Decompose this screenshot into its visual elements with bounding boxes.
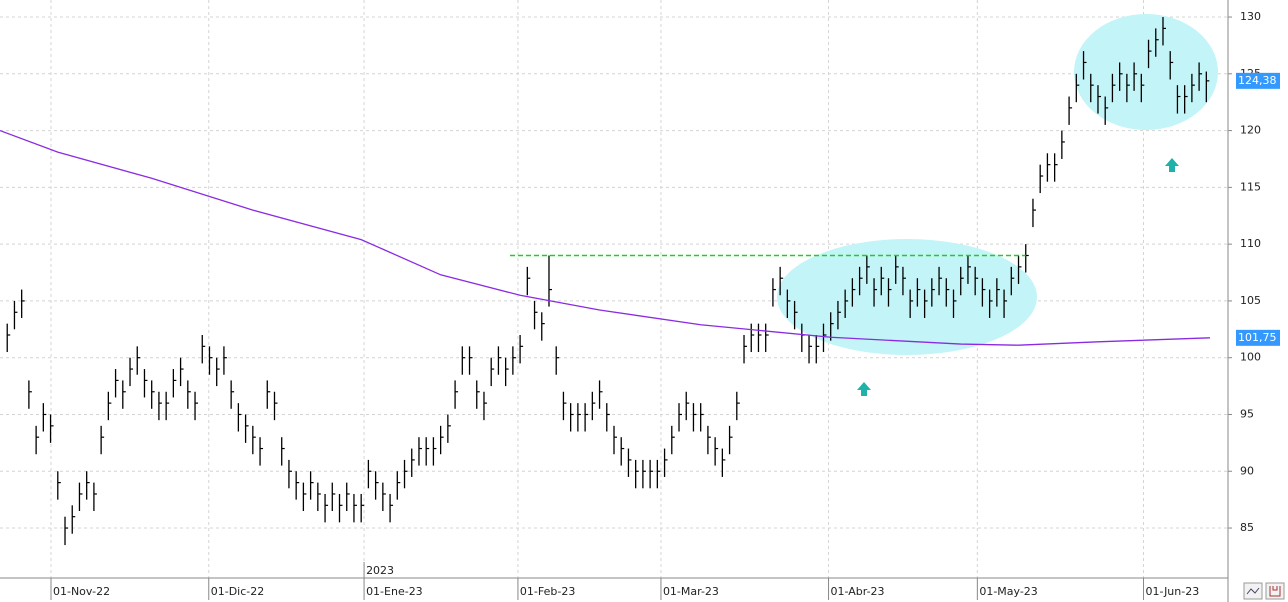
x-tick-label: 01-Mar-23 [663,585,719,598]
x-tick-label: 01-Dic-22 [211,585,265,598]
y-tick-label: 105 [1240,294,1261,307]
zoom-icon [1246,587,1260,595]
y-tick-label: 115 [1240,180,1261,193]
y-tick-label: 120 [1240,124,1261,137]
moving-average [0,129,1210,346]
highlight-ellipse [1074,14,1218,130]
grid [0,0,1228,578]
price-tag-label: 124,38 [1238,74,1277,87]
y-tick-label: 85 [1240,521,1254,534]
y-tick-label: 110 [1240,237,1261,250]
y-tick-label: 90 [1240,464,1254,477]
x-tick-label: 01-May-23 [979,585,1037,598]
y-tick-label: 100 [1240,351,1261,364]
axes: 85909510010511011512012513001-Nov-2201-D… [50,10,1280,600]
arrow-up [1165,158,1179,172]
x-tick-label: 01-Feb-23 [520,585,575,598]
y-tick-label: 130 [1240,10,1261,23]
x-tick-label: 01-Jun-23 [1145,585,1199,598]
price-tag-label: 101,75 [1238,331,1277,344]
year-label: 2023 [366,564,394,577]
price-tag [1236,72,1280,89]
x-tick-label: 01-Abr-23 [831,585,885,598]
marks [0,17,1210,546]
highlight-ellipse [777,239,1037,355]
save-icon [1269,586,1281,597]
arrow-up [857,382,871,396]
save-button[interactable] [1265,582,1285,600]
x-tick-label: 01-Nov-22 [53,585,110,598]
y-tick-label: 95 [1240,407,1254,420]
x-tick-label: 01-Ene-23 [366,585,423,598]
price-tag [1236,329,1280,346]
